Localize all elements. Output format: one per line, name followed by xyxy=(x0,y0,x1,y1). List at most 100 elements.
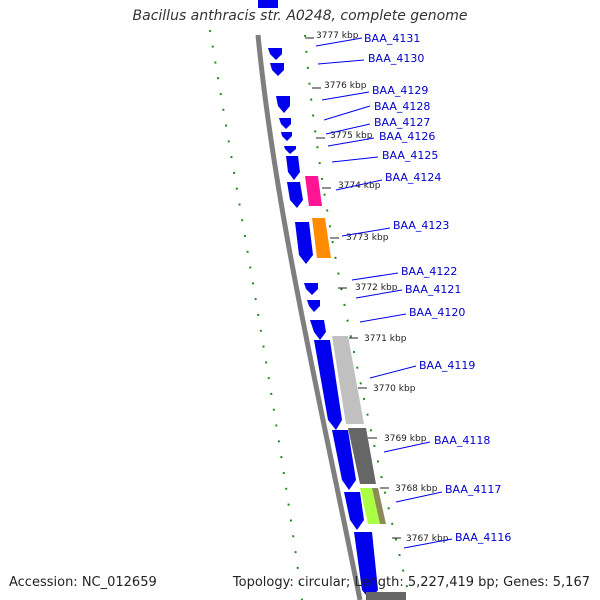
gene-label-text[interactable]: BAA_4117 xyxy=(445,483,501,496)
gene-label-text[interactable]: BAA_4124 xyxy=(385,171,441,184)
gene-label-4129[interactable]: BAA_4129 xyxy=(321,84,428,101)
tick-label: 3774 kbp xyxy=(338,181,381,191)
tick-3774: 3774 kbp xyxy=(322,181,381,191)
gene-arrow-4129[interactable] xyxy=(276,96,290,113)
map-title: Bacillus anthracis str. A0248, complete … xyxy=(133,8,468,24)
leader-line xyxy=(315,37,363,47)
gene-label-4119[interactable]: BAA_4119 xyxy=(369,359,475,379)
gene-label-text[interactable]: BAA_4120 xyxy=(409,306,465,319)
leader-line xyxy=(359,313,407,323)
tick-3776: 3776 kbp xyxy=(312,81,367,91)
leader-line xyxy=(335,179,383,191)
backbone-arc xyxy=(255,34,363,600)
gene-label-text[interactable]: BAA_4121 xyxy=(405,283,461,296)
gene-label-4128[interactable]: BAA_4128 xyxy=(323,100,430,121)
gene-arrow-4117[interactable] xyxy=(344,492,364,530)
gene-label-4117[interactable]: BAA_4117 xyxy=(395,483,501,503)
tick-label: 3767 kbp xyxy=(406,534,449,544)
gene-label-4123[interactable]: BAA_4123 xyxy=(341,219,449,237)
leader-line xyxy=(351,272,399,281)
gene-label-4126[interactable]: BAA_4126 xyxy=(327,130,435,147)
tick-label: 3772 kbp xyxy=(355,283,398,293)
leader-line xyxy=(327,137,375,147)
gene-label-text[interactable]: BAA_4119 xyxy=(419,359,475,372)
gene-label-text[interactable]: BAA_4126 xyxy=(379,130,435,143)
leader-line xyxy=(331,156,379,163)
tick-3775: 3775 kbp xyxy=(316,131,373,141)
gene-arrow-4123[interactable] xyxy=(295,222,313,264)
leader-line xyxy=(321,91,370,101)
gene-arrow-4130[interactable] xyxy=(270,63,284,76)
feature-magenta[interactable] xyxy=(305,176,322,206)
gene-label-text[interactable]: BAA_4127 xyxy=(374,116,430,129)
gene-label-text[interactable]: BAA_4122 xyxy=(401,265,457,278)
gene-label-4122[interactable]: BAA_4122 xyxy=(351,265,457,281)
gene-label-4120[interactable]: BAA_4120 xyxy=(359,306,465,323)
dotted-track-left xyxy=(209,29,303,600)
gene-label-4118[interactable]: BAA_4118 xyxy=(383,434,490,453)
tick-label: 3777 kbp xyxy=(316,31,359,41)
leader-line xyxy=(355,289,403,299)
gene-arrow-4120[interactable] xyxy=(310,320,326,340)
leader-line xyxy=(403,538,453,549)
gene-arrow-4125[interactable] xyxy=(286,156,300,180)
gene-label-4121[interactable]: BAA_4121 xyxy=(355,283,461,299)
gene-arrow-4118[interactable] xyxy=(332,430,356,490)
tick-label: 3768 kbp xyxy=(395,484,438,494)
gene-label-4131[interactable]: BAA_4131 xyxy=(315,32,420,47)
tick-3772: 3772 kbp xyxy=(338,283,398,293)
gene-arrow-4131[interactable] xyxy=(268,48,282,60)
tick-label: 3775 kbp xyxy=(330,131,373,141)
tick-label: 3770 kbp xyxy=(373,384,416,394)
feature-orange[interactable] xyxy=(312,218,331,258)
tick-3770: 3770 kbp xyxy=(358,384,416,394)
gene-label-4125[interactable]: BAA_4125 xyxy=(331,149,438,163)
gene-label-text[interactable]: BAA_4125 xyxy=(382,149,438,162)
tick-3768: 3768 kbp xyxy=(380,484,438,494)
tick-3771: 3771 kbp xyxy=(349,334,407,344)
gene-label-text[interactable]: BAA_4123 xyxy=(393,219,449,232)
gene-label-4130[interactable]: BAA_4130 xyxy=(317,52,424,65)
leader-line xyxy=(395,491,443,503)
feature-darkgray[interactable] xyxy=(348,428,376,484)
tick-label: 3773 kbp xyxy=(346,233,389,243)
tick-label: 3769 kbp xyxy=(384,434,427,444)
gene-arrow-4122[interactable] xyxy=(304,283,318,295)
feature-olive[interactable] xyxy=(372,488,386,524)
tick-label: 3771 kbp xyxy=(364,334,407,344)
gene-arrow-4116[interactable] xyxy=(354,532,378,600)
gene-label-text[interactable]: BAA_4130 xyxy=(368,52,424,65)
tick-3769: 3769 kbp xyxy=(368,434,427,444)
gene-arrow-4124[interactable] xyxy=(287,182,303,208)
gene-label-text[interactable]: BAA_4129 xyxy=(372,84,428,97)
gene-arrow-4126[interactable] xyxy=(284,146,296,154)
tick-3767: 3767 kbp xyxy=(392,534,449,544)
gene-arrow-4127[interactable] xyxy=(281,132,292,141)
gene-label-text[interactable]: BAA_4131 xyxy=(364,32,420,45)
feature-box-bottom[interactable] xyxy=(366,592,406,600)
accession-text: Accession: NC_012659 xyxy=(9,575,157,590)
feature-box-top[interactable] xyxy=(258,0,278,8)
gene-arrow-4121[interactable] xyxy=(307,300,320,312)
leader-line xyxy=(325,123,371,135)
tick-3773: 3773 kbp xyxy=(330,233,389,243)
gene-label-text[interactable]: BAA_4116 xyxy=(455,531,511,544)
gene-label-4127[interactable]: BAA_4127 xyxy=(325,116,430,135)
gene-label-4124[interactable]: BAA_4124 xyxy=(335,171,441,191)
gene-label-4116[interactable]: BAA_4116 xyxy=(403,531,511,549)
gene-arrow-4128[interactable] xyxy=(279,118,291,129)
gene-label-text[interactable]: BAA_4128 xyxy=(374,100,430,113)
leader-line xyxy=(317,59,365,65)
gene-label-text[interactable]: BAA_4118 xyxy=(434,434,490,447)
leader-line xyxy=(323,105,371,121)
tick-3777: 3777 kbp xyxy=(305,31,359,41)
feature-lightgray[interactable] xyxy=(332,336,364,424)
gene-arrow-4119[interactable] xyxy=(314,340,342,430)
leader-line xyxy=(341,227,391,237)
leader-line xyxy=(383,441,431,453)
leader-line xyxy=(369,365,417,379)
feature-lime[interactable] xyxy=(360,488,380,524)
tick-label: 3776 kbp xyxy=(324,81,367,91)
topology-text: Topology: circular; Length: 5,227,419 bp… xyxy=(232,575,590,590)
